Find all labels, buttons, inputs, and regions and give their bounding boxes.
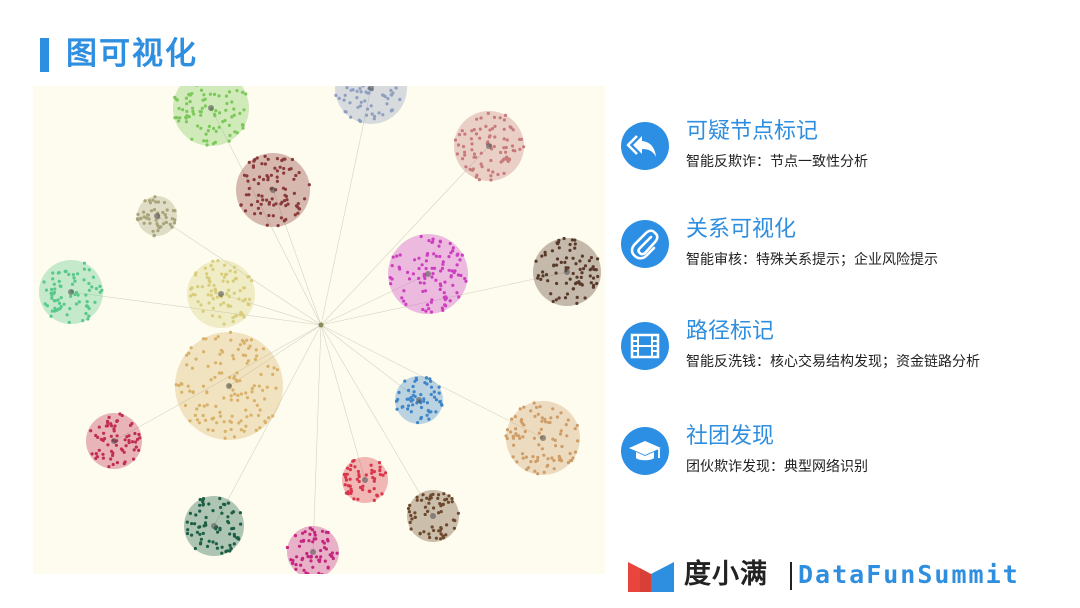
feature-title: 关系可视化 bbox=[686, 217, 797, 242]
graph-edge bbox=[210, 107, 322, 326]
graph-edge bbox=[272, 189, 322, 326]
duxiaoman-logo-icon bbox=[628, 562, 674, 592]
feature-suspicious-node: 可疑节点标记 智能反欺诈：节点一致性分析 bbox=[620, 118, 1060, 198]
graph-edge bbox=[213, 324, 322, 527]
brand-name: 度小满 bbox=[684, 559, 768, 590]
graph-edge bbox=[320, 145, 490, 326]
feature-community: 社团发现 团伙欺诈发现：典型网络识别 bbox=[620, 423, 1060, 503]
feature-title: 社团发现 bbox=[686, 424, 775, 449]
graph-cluster bbox=[388, 234, 468, 314]
graph-cluster bbox=[453, 111, 526, 182]
feature-desc: 智能反洗钱：核心交易结构发现；资金链路分析 bbox=[686, 354, 980, 370]
graduation-cap-icon bbox=[621, 427, 669, 475]
graph-edge bbox=[320, 324, 420, 401]
feature-title: 可疑节点标记 bbox=[686, 119, 819, 144]
graph-edge bbox=[312, 324, 322, 553]
title-accent-bar bbox=[40, 38, 49, 72]
graph-cluster bbox=[533, 236, 601, 306]
graph-cluster bbox=[394, 376, 444, 425]
graph-cluster bbox=[135, 195, 177, 238]
graph-cluster bbox=[174, 330, 283, 440]
brand-footer: 度小满 DataFunSummit bbox=[626, 556, 1076, 596]
graph-cluster bbox=[86, 412, 142, 469]
reply-icon bbox=[621, 122, 669, 170]
feature-desc: 智能审核：特殊关系提示；企业风险提示 bbox=[686, 252, 938, 268]
graph-hub-node bbox=[318, 322, 324, 328]
graph-cluster bbox=[504, 401, 580, 476]
graph-edge bbox=[320, 324, 434, 517]
graph-cluster bbox=[187, 259, 255, 328]
graph-edge bbox=[228, 324, 322, 387]
feature-path: 路径标记 智能反洗钱：核心交易结构发现；资金链路分析 bbox=[620, 318, 1060, 398]
graph-edge bbox=[320, 324, 366, 481]
graph-cluster bbox=[334, 86, 407, 124]
graph-cluster bbox=[406, 490, 460, 542]
graph-cluster bbox=[39, 260, 104, 324]
feature-title: 路径标记 bbox=[686, 319, 775, 344]
graph-cluster bbox=[285, 526, 339, 574]
feature-desc: 智能反欺诈：节点一致性分析 bbox=[686, 154, 868, 170]
graph-canvas bbox=[39, 86, 601, 574]
graph-edge bbox=[156, 215, 322, 326]
feature-desc: 团伙欺诈发现：典型网络识别 bbox=[686, 459, 868, 475]
graph-cluster bbox=[184, 496, 244, 556]
graph-cluster bbox=[173, 86, 249, 147]
graph-edge bbox=[70, 291, 322, 326]
graph-cluster bbox=[236, 153, 311, 228]
feature-relation: 关系可视化 智能审核：特殊关系提示；企业风险提示 bbox=[620, 216, 1060, 296]
graph-edge bbox=[320, 273, 429, 326]
film-icon bbox=[621, 322, 669, 370]
brand-separator bbox=[790, 562, 792, 590]
graph-edge bbox=[113, 324, 322, 442]
brand-summit: DataFunSummit bbox=[798, 560, 1020, 589]
graph-cluster bbox=[342, 457, 388, 503]
graph-edge bbox=[320, 87, 372, 326]
page-title: 图可视化 bbox=[66, 36, 198, 72]
graph-visualization bbox=[33, 86, 605, 574]
paperclip-icon bbox=[621, 220, 669, 268]
